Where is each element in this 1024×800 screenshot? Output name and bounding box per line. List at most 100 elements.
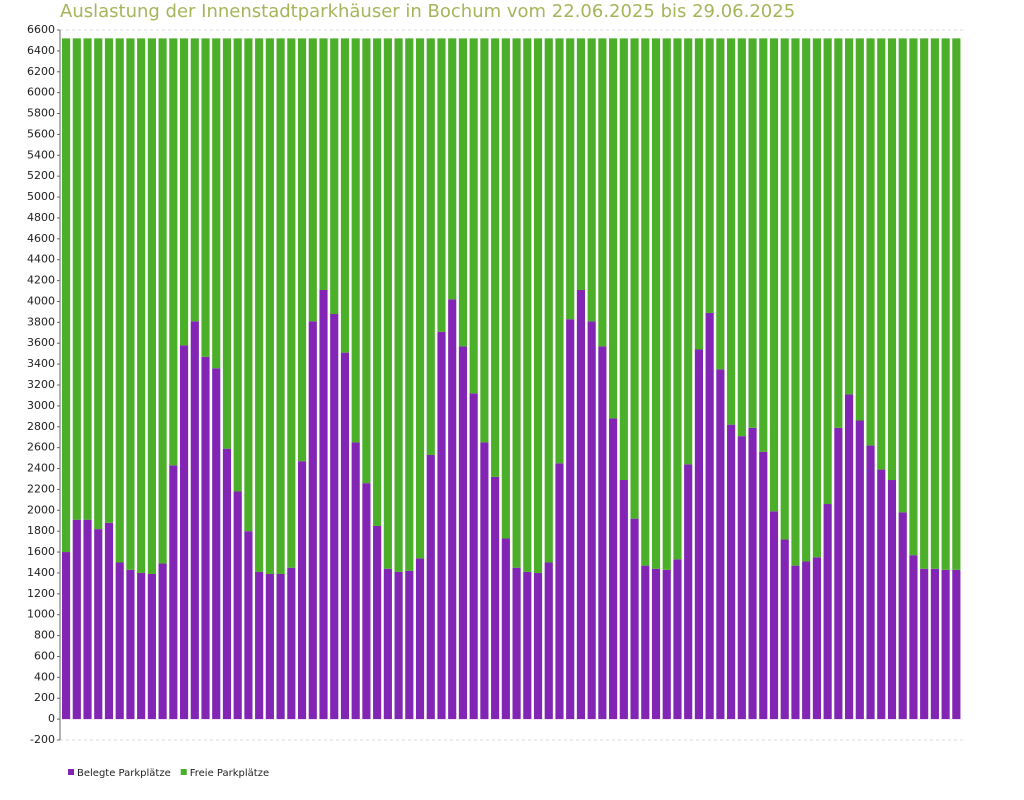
bar-segment xyxy=(212,368,221,720)
bar-segment xyxy=(727,424,736,720)
y-tick-label: 0 xyxy=(48,712,55,725)
y-tick-label: 3400 xyxy=(27,357,55,370)
bar-segment xyxy=(866,445,875,720)
y-tick-label: 4800 xyxy=(27,211,55,224)
bar-segment xyxy=(598,38,607,347)
bar-segment xyxy=(222,38,232,449)
bar-segment xyxy=(287,567,296,720)
bar-segment xyxy=(415,558,425,720)
bar-segment xyxy=(641,38,650,566)
bar-segment xyxy=(662,38,671,570)
bar-segment xyxy=(72,519,81,720)
bar-segment xyxy=(308,321,317,720)
bar-segment xyxy=(319,289,328,720)
bar-segment xyxy=(72,38,81,520)
y-tick-label: 2800 xyxy=(27,420,55,433)
bar-segment xyxy=(619,480,628,720)
bar-segment xyxy=(855,38,864,421)
legend-swatch xyxy=(180,769,187,775)
bar-segment xyxy=(791,565,800,720)
bar-segment xyxy=(802,561,811,720)
bar-segment xyxy=(587,321,596,720)
bar-segment xyxy=(512,567,521,720)
y-tick-label: 2400 xyxy=(27,462,55,475)
bar-segment xyxy=(330,38,339,315)
bar-segment xyxy=(609,38,618,419)
y-tick-label: 5200 xyxy=(27,169,55,182)
bar-segment xyxy=(83,519,92,720)
bar-segment xyxy=(555,463,564,720)
bar-segment xyxy=(405,570,414,720)
bar-segment xyxy=(297,461,307,720)
bar-segment xyxy=(909,38,918,556)
y-tick-label: 5600 xyxy=(27,127,55,140)
bar-segment xyxy=(190,38,199,322)
bar-segment xyxy=(115,562,124,720)
bar-segment xyxy=(555,38,564,464)
bar-segment xyxy=(255,38,264,572)
chart-title: Auslastung der Innenstadtparkhäuser in B… xyxy=(60,1,795,22)
bar-segment xyxy=(458,38,468,347)
bar-segment xyxy=(169,465,178,720)
bar-segment xyxy=(566,38,575,320)
bar-segment xyxy=(759,451,768,720)
bar-segment xyxy=(694,38,703,350)
bar-segment xyxy=(855,420,864,720)
bar-segment xyxy=(619,38,628,481)
bar-segment xyxy=(480,442,489,720)
bar-segment xyxy=(147,573,156,720)
bar-segment xyxy=(137,38,146,573)
bar-segment xyxy=(737,436,746,720)
bar-segment xyxy=(887,38,897,481)
bar-segment xyxy=(426,38,435,455)
bar-segment xyxy=(662,569,671,720)
y-tick-label: 2200 xyxy=(27,482,55,495)
bar-segment xyxy=(705,38,714,313)
y-tick-label: 1800 xyxy=(27,524,55,537)
bar-segment xyxy=(233,38,242,492)
bar-segment xyxy=(877,469,886,720)
bar-segment xyxy=(812,38,821,558)
bar-segment xyxy=(394,38,403,572)
bar-segment xyxy=(544,38,553,563)
bar-segment xyxy=(630,518,639,720)
bar-segment xyxy=(769,38,779,512)
bar-segment xyxy=(480,38,489,443)
bar-segment xyxy=(887,480,897,720)
bar-segment xyxy=(759,38,768,452)
bar-segment xyxy=(566,319,575,720)
y-tick-label: 2600 xyxy=(27,441,55,454)
bar-segment xyxy=(501,38,510,539)
bar-segment xyxy=(126,569,135,720)
bar-segment xyxy=(201,356,210,720)
bar-segment xyxy=(780,539,789,720)
bar-segment xyxy=(587,38,596,322)
y-tick-label: 4200 xyxy=(27,274,55,287)
bar-segment xyxy=(179,345,189,720)
bar-segment xyxy=(533,38,543,573)
y-tick-label: 5800 xyxy=(27,107,55,120)
y-tick-label: 800 xyxy=(34,629,55,642)
bar-segment xyxy=(362,483,371,720)
y-tick-label: 400 xyxy=(34,670,55,683)
y-tick-label: 6200 xyxy=(27,65,55,78)
bar-segment xyxy=(469,38,478,394)
bar-segment xyxy=(877,38,886,470)
bar-segment xyxy=(244,38,253,532)
bar-segment xyxy=(458,346,468,720)
bar-segment xyxy=(684,464,693,720)
bar-segment xyxy=(952,38,961,570)
bar-segment xyxy=(684,38,693,465)
bar-segment xyxy=(340,352,350,720)
bar-segment xyxy=(834,38,843,428)
bar-segment xyxy=(909,555,918,720)
bar-segment xyxy=(137,572,146,720)
bar-segment xyxy=(898,512,907,720)
bar-segment xyxy=(791,38,800,566)
bar-segment xyxy=(501,538,510,720)
y-tick-label: 5400 xyxy=(27,148,55,161)
bar-segment xyxy=(201,38,210,357)
bar-segment xyxy=(104,38,114,523)
y-tick-label: 3000 xyxy=(27,399,55,412)
